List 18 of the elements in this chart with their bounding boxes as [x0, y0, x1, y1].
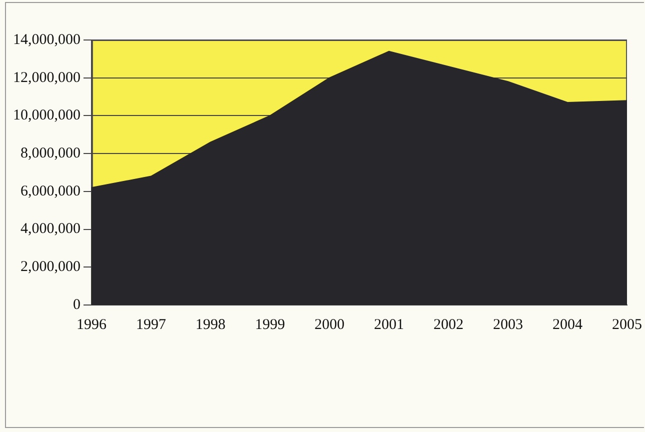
y-tick-label: 2,000,000: [20, 259, 80, 276]
x-tick-label: 2002: [434, 316, 464, 333]
x-tick-label: 1999: [255, 316, 285, 333]
x-tick-label: 2005: [612, 316, 642, 333]
y-tick-label: 4,000,000: [20, 221, 80, 238]
y-tick-label: 8,000,000: [20, 146, 80, 162]
y-tick-label: 6,000,000: [20, 183, 80, 200]
x-tick-label: 1997: [136, 316, 166, 333]
y-tick-label: 14,000,000: [13, 32, 80, 48]
x-tick-label: 2004: [552, 316, 583, 333]
x-tick-label: 1996: [76, 316, 107, 333]
x-tick-label: 2003: [493, 316, 523, 333]
x-tick-label: 2000: [314, 316, 344, 333]
y-tick-label: 0: [73, 296, 80, 313]
x-tick-label: 2001: [374, 316, 404, 333]
y-tick-label: 12,000,000: [13, 70, 80, 86]
x-tick-label: 1998: [196, 316, 226, 333]
y-tick-label: 10,000,000: [13, 108, 80, 124]
